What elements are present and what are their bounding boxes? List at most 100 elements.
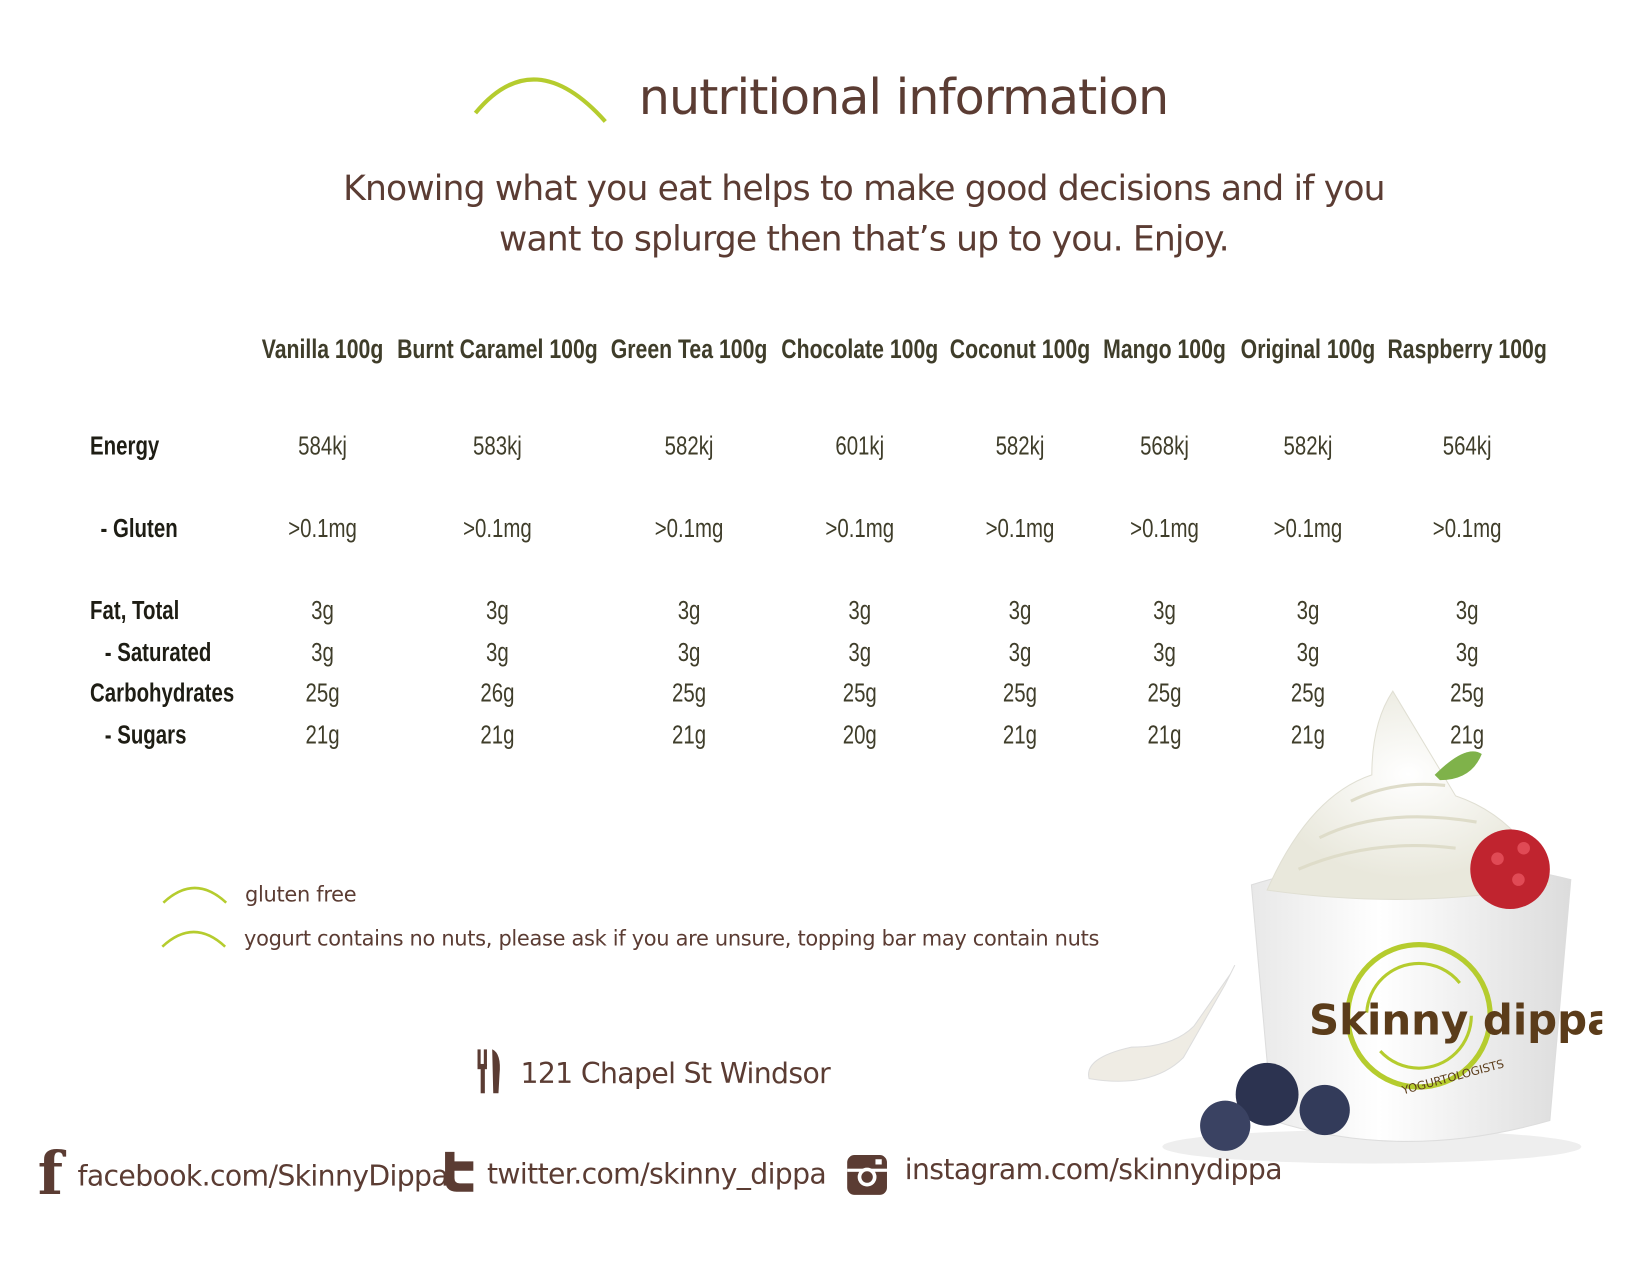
row-label-text: - Sugars — [104, 720, 187, 750]
frozen-yogurt-photo: Skinny dippa YOGURTOLOGISTS — [1088, 690, 1602, 1164]
intro-line-1: Knowing what you eat helps to make good … — [343, 167, 1385, 209]
row-label-text: Carbohydrates — [90, 678, 235, 708]
fork-knife-icon — [477, 1049, 500, 1094]
cell-value: >0.1mg — [1130, 514, 1199, 544]
cell-value: >0.1mg — [654, 514, 724, 544]
facebook-icon[interactable]: f — [37, 1139, 63, 1209]
intro-line-2: want to splurge then that’s up to you. E… — [499, 217, 1230, 259]
table-cell: 25g — [667, 679, 711, 709]
cell-value: 582kj — [995, 431, 1045, 461]
column-header-text: Coconut 100g — [949, 333, 1091, 365]
table-cell: 3g — [845, 596, 874, 626]
table-cell: 21g — [1286, 720, 1330, 750]
legend-gluten-free: gluten free — [245, 881, 357, 907]
cell-value: 564kj — [1442, 431, 1492, 461]
table-cell: 3g — [1453, 638, 1482, 668]
column-header-text: Chocolate 100g — [781, 333, 939, 365]
row-label-text: Energy — [90, 431, 160, 461]
table-cell: 3g — [483, 638, 512, 668]
cell-value: >0.1mg — [1432, 514, 1502, 544]
cell-value: 3g — [1008, 595, 1032, 626]
address: 121 Chapel St Windsor — [520, 1057, 831, 1091]
cell-value: 25g — [672, 678, 707, 708]
table-cell: 3g — [1150, 638, 1179, 668]
table-cell: 21g — [1143, 720, 1187, 750]
table-cell: 564kj — [1436, 431, 1499, 461]
twitter-icon[interactable] — [442, 1150, 480, 1194]
intro-text: Knowing what you eat helps to make good … — [262, 163, 1466, 264]
instagram-icon[interactable] — [846, 1154, 888, 1196]
cell-value: 3g — [677, 595, 701, 626]
row-label-text: - Saturated — [104, 637, 212, 668]
column-header: Raspberry 100g — [1365, 333, 1569, 365]
instagram-link[interactable]: instagram.com/skinnydippa — [904, 1154, 1283, 1187]
cell-value: 25g — [842, 678, 877, 708]
table-cell: 568kj — [1133, 431, 1196, 461]
cell-value: 3g — [1008, 637, 1032, 668]
table-cell: 21g — [998, 720, 1042, 750]
cell-value: >0.1mg — [288, 514, 357, 544]
table-cell: >0.1mg — [976, 514, 1064, 544]
table-cell: 25g — [301, 679, 345, 709]
table-cell: 21g — [301, 720, 345, 750]
table-cell: 3g — [1005, 596, 1034, 626]
cell-value: 25g — [1147, 678, 1182, 708]
row-label-text: - Gluten — [100, 514, 178, 544]
table-cell: 584kj — [291, 431, 354, 461]
cell-value: >0.1mg — [825, 514, 895, 544]
cell-value: 3g — [848, 595, 872, 626]
column-header-text: Green Tea 100g — [610, 333, 768, 365]
column-header: Green Tea 100g — [589, 333, 790, 365]
cell-value: 3g — [677, 637, 701, 668]
cell-value: 25g — [1290, 678, 1325, 708]
facebook-link[interactable]: facebook.com/SkinnyDippa — [77, 1160, 449, 1193]
cell-value: 3g — [311, 595, 334, 626]
column-header-text: Vanilla 100g — [261, 333, 384, 365]
cell-value: >0.1mg — [985, 514, 1055, 544]
cell-value: 3g — [486, 595, 509, 626]
table-cell: 21g — [476, 720, 520, 750]
cell-value: 21g — [1290, 720, 1325, 750]
table-cell: 3g — [1453, 596, 1482, 626]
cell-value: 20g — [842, 720, 877, 750]
cell-value: 584kj — [298, 431, 347, 461]
table-cell: >0.1mg — [453, 514, 541, 544]
cell-value: 25g — [1450, 678, 1485, 708]
table-cell: 21g — [1445, 720, 1489, 750]
cell-value: 21g — [480, 720, 515, 750]
cell-value: 3g — [486, 637, 509, 668]
cell-value: 3g — [848, 637, 872, 668]
table-cell: >0.1mg — [816, 514, 904, 544]
cell-value: 3g — [1296, 637, 1320, 668]
table-cell: 26g — [476, 679, 520, 709]
row-label-text: Fat, Total — [90, 595, 180, 626]
table-cell: >0.1mg — [1120, 514, 1208, 544]
cell-value: 21g — [1147, 720, 1182, 750]
table-cell: 25g — [1286, 679, 1330, 709]
column-header: Chocolate 100g — [759, 333, 960, 365]
table-cell: 3g — [845, 638, 874, 668]
table-cell: 3g — [308, 596, 337, 626]
column-header-text: Burnt Caramel 100g — [397, 333, 598, 365]
table-cell: >0.1mg — [1423, 514, 1511, 544]
cell-value: >0.1mg — [463, 514, 532, 544]
cell-value: 3g — [1153, 637, 1176, 668]
row-label: - Sugars — [105, 720, 210, 750]
row-label: - Gluten — [101, 514, 200, 544]
row-label: - Saturated — [105, 638, 242, 668]
table-cell: 601kj — [828, 431, 891, 461]
logo-text: Skinny dippa — [1309, 996, 1602, 1045]
table-cell: 25g — [838, 679, 882, 709]
page-title: nutritional information — [638, 69, 1169, 127]
cell-value: 26g — [480, 678, 515, 708]
table-cell: >0.1mg — [645, 514, 733, 544]
cell-value: 3g — [1455, 595, 1479, 626]
table-cell: >0.1mg — [279, 514, 367, 544]
table-cell: 25g — [1445, 679, 1489, 709]
table-cell: 582kj — [989, 431, 1052, 461]
green-arc-icon — [161, 930, 227, 948]
legend-nuts: yogurt contains no nuts, please ask if y… — [243, 925, 1100, 951]
twitter-link[interactable]: twitter.com/skinny_dippa — [486, 1158, 827, 1191]
column-header: Coconut 100g — [930, 333, 1110, 365]
table-cell: 25g — [1143, 679, 1187, 709]
